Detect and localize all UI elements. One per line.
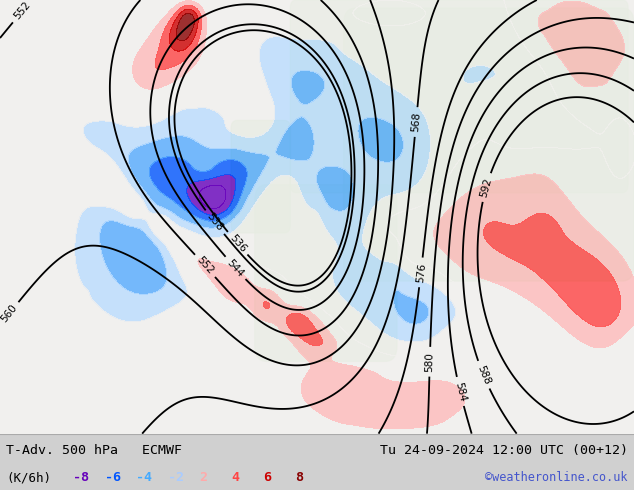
Text: 6: 6 — [263, 471, 271, 484]
Text: 584: 584 — [453, 381, 467, 402]
Text: T-Adv. 500 hPa   ECMWF: T-Adv. 500 hPa ECMWF — [6, 444, 183, 457]
Text: -2: -2 — [168, 471, 184, 484]
Text: -4: -4 — [136, 471, 152, 484]
Text: (K/6h): (K/6h) — [6, 471, 51, 484]
Text: 4: 4 — [231, 471, 240, 484]
Text: 580: 580 — [425, 352, 435, 372]
Text: -8: -8 — [73, 471, 89, 484]
FancyBboxPatch shape — [290, 0, 628, 193]
Text: -6: -6 — [105, 471, 120, 484]
Text: Tu 24-09-2024 12:00 UTC (00+12): Tu 24-09-2024 12:00 UTC (00+12) — [380, 444, 628, 457]
Text: 560: 560 — [0, 303, 19, 325]
Text: ©weatheronline.co.uk: ©weatheronline.co.uk — [485, 471, 628, 484]
FancyBboxPatch shape — [231, 121, 290, 233]
Text: 8: 8 — [295, 471, 303, 484]
Text: 536: 536 — [227, 233, 248, 254]
Text: 552: 552 — [195, 255, 216, 276]
FancyBboxPatch shape — [255, 185, 397, 362]
Text: 568: 568 — [410, 112, 422, 132]
Text: 544: 544 — [225, 257, 246, 279]
Text: 538: 538 — [205, 211, 225, 233]
Text: 588: 588 — [475, 364, 492, 386]
FancyBboxPatch shape — [344, 8, 634, 281]
Text: 2: 2 — [200, 471, 208, 484]
Text: 592: 592 — [479, 176, 494, 198]
Text: 576: 576 — [415, 262, 427, 283]
Text: 552: 552 — [12, 0, 33, 22]
